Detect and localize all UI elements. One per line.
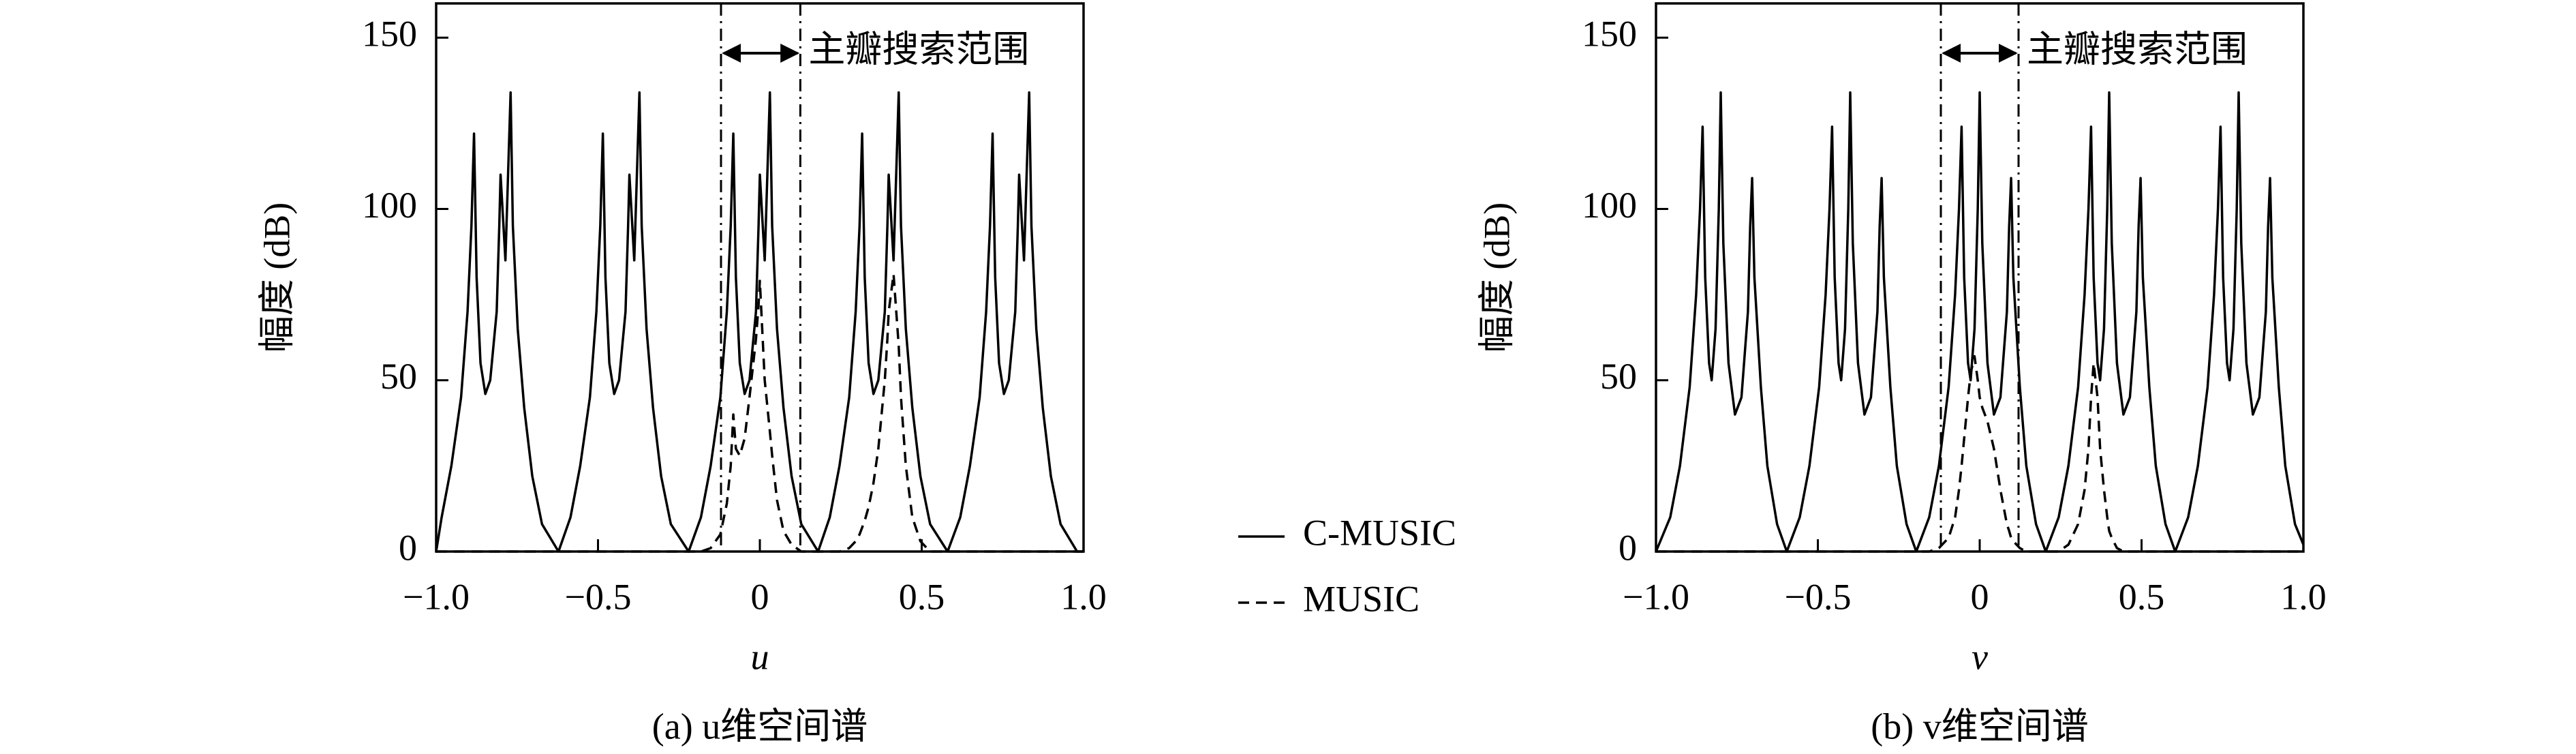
x-tick-label: 0.5	[2119, 576, 2165, 617]
y-axis-label: 幅度 (dB)	[1476, 202, 1517, 352]
legend-label: C-MUSIC	[1303, 512, 1456, 553]
y-tick-label: 0	[399, 527, 417, 568]
y-tick-label: 0	[1619, 527, 1637, 568]
x-tick-label: 0	[751, 576, 769, 617]
x-tick-label: 1.0	[1060, 576, 1107, 617]
x-axis-label: v	[1972, 636, 1988, 677]
annotation: 主瓣搜索范围	[2027, 29, 2248, 70]
x-tick-label: −1.0	[403, 576, 470, 617]
series-line	[1655, 91, 2305, 553]
x-tick-label: 0	[1971, 576, 1989, 617]
y-tick-label: 150	[1582, 14, 1637, 55]
y-tick-label: 150	[362, 14, 417, 55]
y-tick-label: 50	[1600, 356, 1637, 397]
y-tick-label: 50	[380, 356, 417, 397]
plot-frame	[1655, 2, 2305, 553]
annotation: 主瓣搜索范围	[808, 29, 1029, 70]
caption: (b) v维空间谱	[1871, 706, 2088, 747]
y-axis-label: 幅度 (dB)	[256, 202, 297, 352]
y-tick-label: 100	[362, 185, 417, 226]
x-tick-label: −0.5	[1785, 576, 1852, 617]
x-tick-label: 0.5	[899, 576, 945, 617]
x-tick-label: −0.5	[565, 576, 632, 617]
series-line	[435, 91, 1084, 553]
legend-label: MUSIC	[1303, 578, 1420, 619]
caption: (a) u维空间谱	[652, 706, 868, 747]
x-tick-label: −1.0	[1623, 576, 1689, 617]
x-axis-label: u	[751, 636, 769, 677]
series-line	[1656, 355, 2303, 553]
y-tick-label: 100	[1582, 185, 1637, 226]
plot-frame	[435, 2, 1085, 553]
x-tick-label: 1.0	[2280, 576, 2327, 617]
